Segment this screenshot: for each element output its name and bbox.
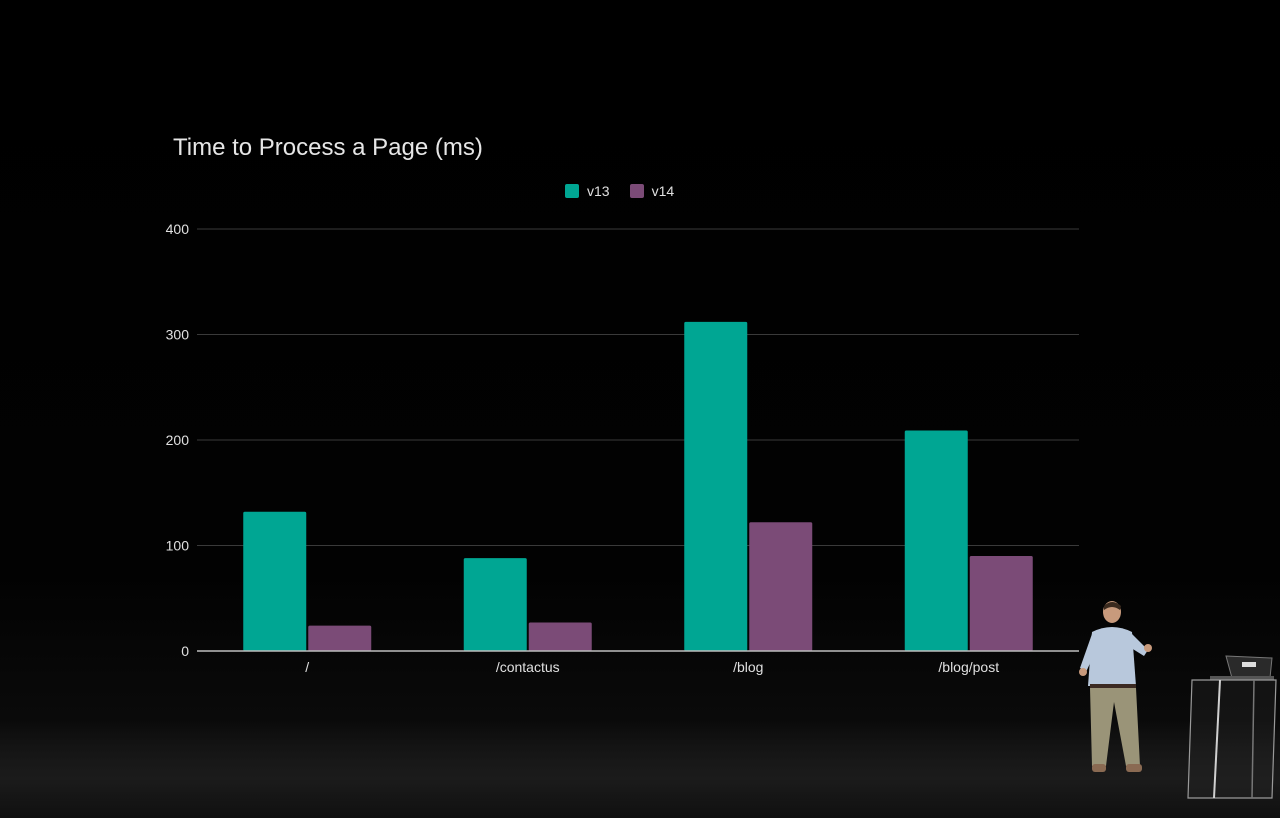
x-tick-label-3: /blog/post [938, 659, 999, 675]
legend-label-v13: v13 [587, 183, 610, 199]
legend-label-v14: v14 [651, 183, 675, 199]
bar-v14-1 [528, 622, 592, 651]
stage-floor [0, 720, 1280, 818]
y-tick-label-200: 200 [166, 432, 190, 448]
y-tick-label-400: 400 [166, 221, 190, 237]
bar-v13-2 [684, 321, 748, 651]
presenter-figure [1079, 601, 1152, 772]
legend-swatch-v13 [565, 184, 579, 198]
legend-swatch-v14 [629, 184, 644, 198]
bar-v14-2 [749, 522, 813, 651]
x-tick-label-1: /contactus [496, 659, 560, 675]
bar-v14-3 [969, 556, 1033, 651]
bar-v14-0 [308, 625, 372, 651]
bar-v13-0 [243, 511, 307, 651]
x-tick-label-0: / [305, 659, 309, 675]
bar-v13-1 [463, 558, 527, 651]
legend-item-v14: v14 [629, 183, 675, 199]
legend-item-v13: v13 [565, 183, 610, 199]
podium-with-laptop [1187, 655, 1277, 799]
x-tick-label-2: /blog [733, 659, 763, 675]
y-tick-label-100: 100 [166, 538, 190, 554]
y-tick-label-300: 300 [166, 327, 190, 343]
chart-title: Time to Process a Page (ms) [173, 134, 483, 161]
bar-v13-3 [904, 430, 968, 651]
chart-legend: v13 v14 [565, 182, 674, 200]
y-tick-label-0: 0 [181, 643, 189, 659]
